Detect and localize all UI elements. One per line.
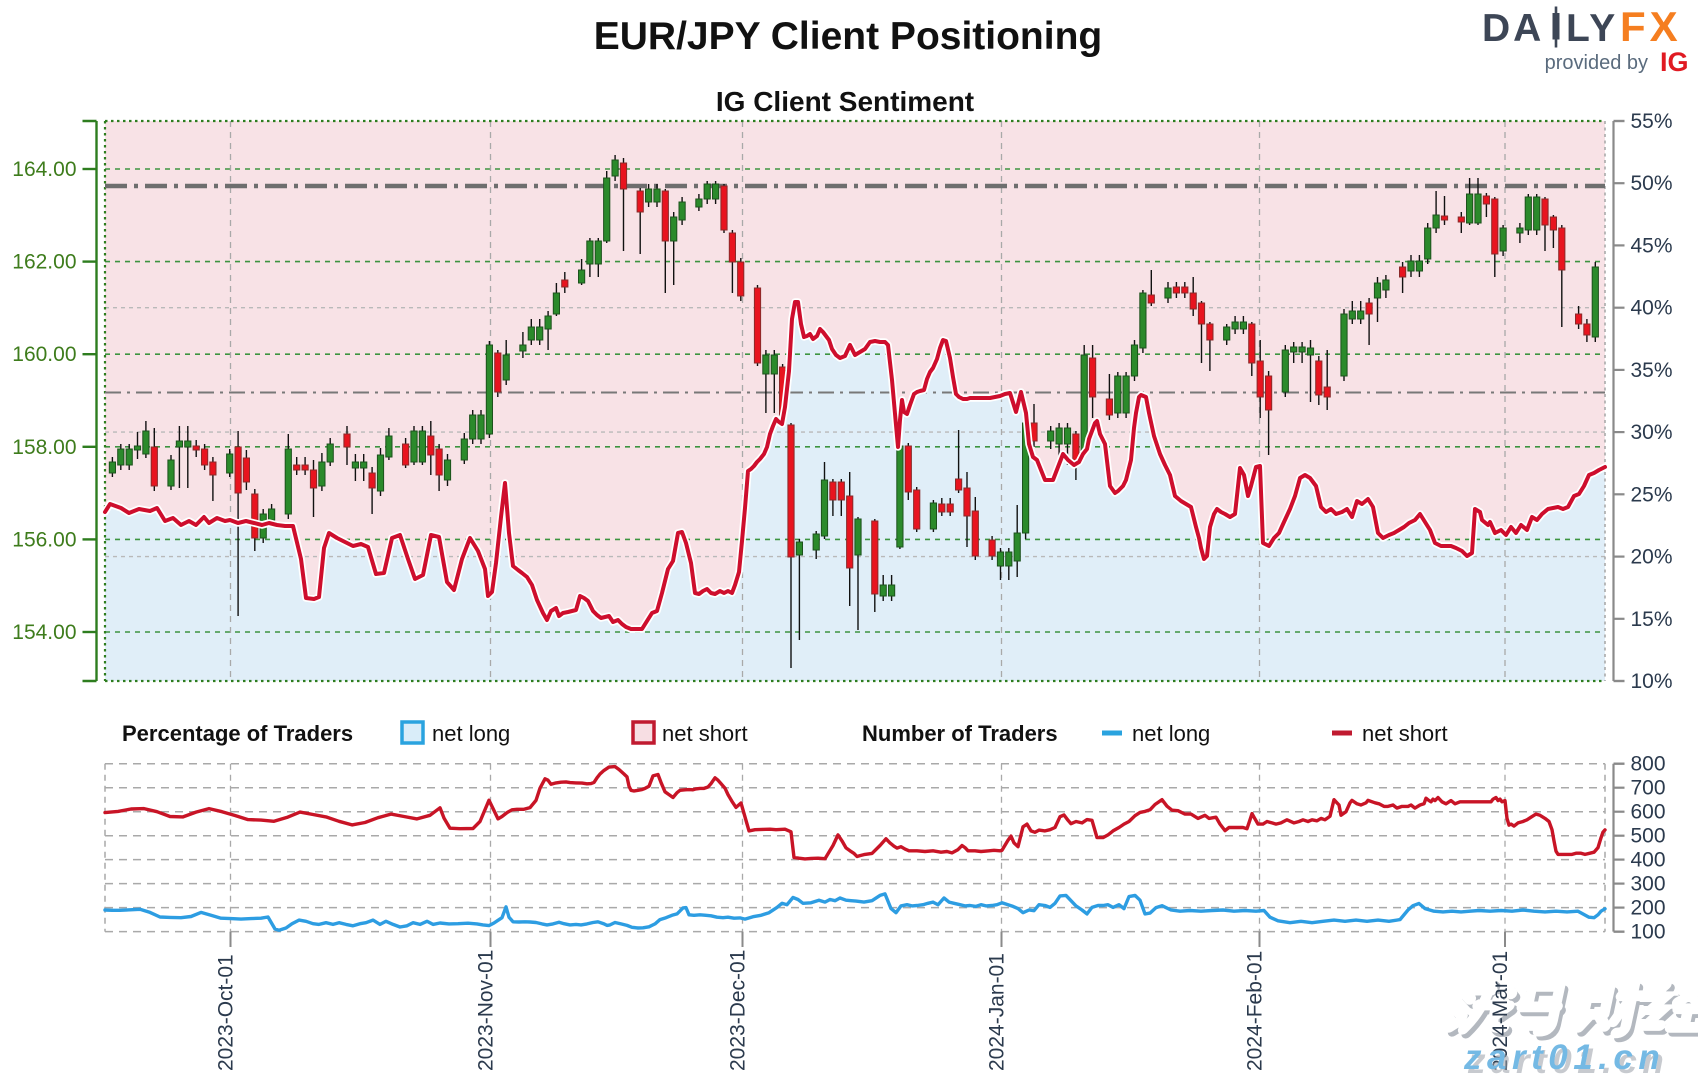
svg-text:200: 200 [1631, 897, 1666, 920]
svg-text:net short: net short [1362, 721, 1448, 746]
svg-text:net long: net long [1132, 721, 1210, 746]
svg-text:160.00: 160.00 [12, 343, 76, 366]
svg-text:LY: LY [1566, 7, 1618, 50]
svg-text:Percentage of Traders: Percentage of Traders [122, 721, 353, 746]
svg-text:25%: 25% [1631, 483, 1673, 506]
svg-text:40%: 40% [1631, 297, 1673, 320]
svg-text:EUR/JPY Client Positioning: EUR/JPY Client Positioning [594, 15, 1103, 58]
svg-text:158.00: 158.00 [12, 436, 76, 459]
svg-text:700: 700 [1631, 777, 1666, 800]
svg-text:15%: 15% [1631, 608, 1673, 631]
svg-text:100: 100 [1631, 921, 1666, 944]
svg-text:zart01.cn: zart01.cn [1467, 1042, 1669, 1075]
svg-text:2023-Oct-01: 2023-Oct-01 [215, 954, 238, 1071]
svg-text:35%: 35% [1631, 359, 1673, 382]
svg-text:2023-Dec-01: 2023-Dec-01 [727, 950, 750, 1071]
svg-text:Number of Traders: Number of Traders [862, 721, 1058, 746]
svg-text:2024-Jan-01: 2024-Jan-01 [986, 953, 1009, 1071]
svg-text:10%: 10% [1631, 670, 1673, 693]
svg-text:300: 300 [1631, 873, 1666, 896]
svg-text:600: 600 [1631, 801, 1666, 824]
svg-text:162.00: 162.00 [12, 251, 76, 274]
svg-text:164.00: 164.00 [12, 158, 76, 181]
svg-text:500: 500 [1631, 825, 1666, 848]
svg-text:30%: 30% [1631, 421, 1673, 444]
svg-text:IG: IG [1660, 47, 1689, 77]
svg-text:2024-Feb-01: 2024-Feb-01 [1244, 951, 1267, 1071]
svg-text:IG Client Sentiment: IG Client Sentiment [716, 86, 974, 117]
svg-text:2023-Nov-01: 2023-Nov-01 [475, 950, 498, 1071]
svg-text:FX: FX [1620, 3, 1682, 50]
svg-text:20%: 20% [1631, 546, 1673, 569]
svg-text:154.00: 154.00 [12, 621, 76, 644]
svg-text:2024-Mar-01: 2024-Mar-01 [1489, 951, 1512, 1071]
svg-text:45%: 45% [1631, 234, 1673, 257]
svg-text:DA: DA [1482, 7, 1544, 50]
svg-text:156.00: 156.00 [12, 528, 76, 551]
svg-text:net short: net short [662, 721, 748, 746]
svg-text:zart01.cn: zart01.cn [1463, 1038, 1665, 1075]
svg-text:provided by: provided by [1545, 52, 1648, 74]
svg-text:50%: 50% [1631, 172, 1673, 195]
svg-text:800: 800 [1631, 753, 1666, 776]
svg-text:55%: 55% [1631, 110, 1673, 133]
svg-text:400: 400 [1631, 849, 1666, 872]
svg-text:net long: net long [432, 721, 510, 746]
